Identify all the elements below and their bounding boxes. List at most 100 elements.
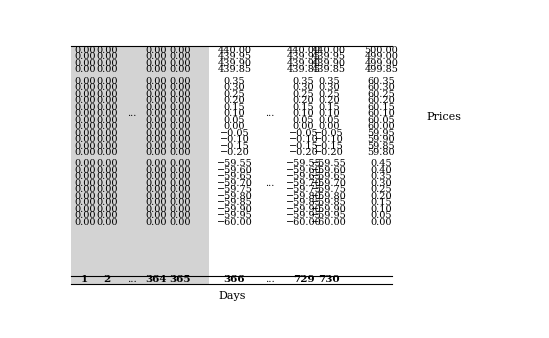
Text: 0.20: 0.20 <box>371 192 392 201</box>
Text: 0.00: 0.00 <box>145 135 166 144</box>
Text: 0.00: 0.00 <box>145 59 166 68</box>
Text: 0.00: 0.00 <box>169 128 191 138</box>
Text: 0.00: 0.00 <box>145 90 166 99</box>
Text: Days: Days <box>219 291 246 301</box>
Text: −59.85: −59.85 <box>311 198 347 207</box>
Text: 0.40: 0.40 <box>371 166 392 175</box>
Text: 0.00: 0.00 <box>145 109 166 118</box>
Text: 0.00: 0.00 <box>74 192 96 201</box>
Text: 0.00: 0.00 <box>169 46 191 55</box>
Text: −59.75: −59.75 <box>217 185 253 194</box>
Text: −59.55: −59.55 <box>217 159 253 168</box>
Text: 0.10: 0.10 <box>224 109 245 118</box>
Text: 0.00: 0.00 <box>74 90 96 99</box>
Text: 439.95: 439.95 <box>312 52 346 61</box>
Text: ...: ... <box>127 275 137 284</box>
Text: 0.00: 0.00 <box>74 116 96 125</box>
Text: 0.00: 0.00 <box>145 52 166 61</box>
Text: 0.00: 0.00 <box>74 59 96 68</box>
Text: 0.00: 0.00 <box>169 90 191 99</box>
Text: 0.00: 0.00 <box>145 185 166 194</box>
Text: 0.00: 0.00 <box>96 166 117 175</box>
Text: 439.85: 439.85 <box>287 65 321 74</box>
Text: 0.00: 0.00 <box>96 109 117 118</box>
Text: 0.15: 0.15 <box>318 102 340 112</box>
Text: 0.00: 0.00 <box>74 76 96 86</box>
Text: ...: ... <box>265 109 274 118</box>
Text: 0.05: 0.05 <box>318 116 340 125</box>
Text: 0.00: 0.00 <box>96 52 117 61</box>
Text: 0.00: 0.00 <box>169 135 191 144</box>
Text: 0.00: 0.00 <box>96 159 117 168</box>
Text: 0.10: 0.10 <box>293 109 314 118</box>
Text: 0.25: 0.25 <box>318 90 340 99</box>
Text: 0.20: 0.20 <box>224 96 245 105</box>
Text: −0.20: −0.20 <box>314 148 344 157</box>
Text: 0.00: 0.00 <box>96 116 117 125</box>
Text: −59.95: −59.95 <box>217 211 253 220</box>
Text: 499.85: 499.85 <box>365 65 398 74</box>
Text: −59.85: −59.85 <box>285 198 321 207</box>
Text: 439.85: 439.85 <box>312 65 346 74</box>
Text: 0.00: 0.00 <box>74 46 96 55</box>
Text: 60.20: 60.20 <box>367 96 395 105</box>
Text: 0.00: 0.00 <box>169 172 191 181</box>
Text: 0.00: 0.00 <box>169 116 191 125</box>
Text: 0.00: 0.00 <box>169 59 191 68</box>
Text: 0.30: 0.30 <box>318 83 340 92</box>
Text: 0.00: 0.00 <box>145 172 166 181</box>
Text: 439.85: 439.85 <box>217 65 251 74</box>
Text: 0.25: 0.25 <box>371 185 392 194</box>
Text: 0.30: 0.30 <box>293 83 314 92</box>
Text: 730: 730 <box>318 275 340 284</box>
Text: 0.00: 0.00 <box>96 102 117 112</box>
Text: 0.00: 0.00 <box>74 128 96 138</box>
Text: −59.55: −59.55 <box>311 159 347 168</box>
Text: 440.00: 440.00 <box>312 46 346 55</box>
Text: 0.00: 0.00 <box>74 218 96 227</box>
Text: −59.60: −59.60 <box>217 166 253 175</box>
Text: 0.00: 0.00 <box>74 198 96 207</box>
Text: 0.00: 0.00 <box>74 159 96 168</box>
Text: 0.00: 0.00 <box>96 148 117 157</box>
Text: 0.15: 0.15 <box>293 102 314 112</box>
Text: 0.25: 0.25 <box>293 90 314 99</box>
Text: 0.10: 0.10 <box>371 205 392 214</box>
Text: 0.00: 0.00 <box>145 159 166 168</box>
Text: 439.90: 439.90 <box>287 59 321 68</box>
Text: 0.35: 0.35 <box>293 76 314 86</box>
Text: 0.00: 0.00 <box>293 122 314 131</box>
Text: 0.00: 0.00 <box>145 76 166 86</box>
Text: 0.00: 0.00 <box>74 102 96 112</box>
Text: 59.95: 59.95 <box>367 128 395 138</box>
Text: −0.20: −0.20 <box>289 148 318 157</box>
Text: −60.00: −60.00 <box>285 218 321 227</box>
Text: −59.90: −59.90 <box>217 205 253 214</box>
Text: −59.65: −59.65 <box>311 172 347 181</box>
Text: 60.25: 60.25 <box>367 90 395 99</box>
Text: 0.00: 0.00 <box>145 218 166 227</box>
Text: −59.60: −59.60 <box>285 166 321 175</box>
Text: 0.00: 0.00 <box>96 172 117 181</box>
Text: 0.00: 0.00 <box>145 65 166 74</box>
Text: 0.00: 0.00 <box>74 166 96 175</box>
Text: 0.00: 0.00 <box>96 205 117 214</box>
Text: 499.90: 499.90 <box>365 59 398 68</box>
Text: 0.00: 0.00 <box>96 135 117 144</box>
Text: −59.70: −59.70 <box>285 179 321 188</box>
Text: 0.00: 0.00 <box>96 59 117 68</box>
Text: 0.00: 0.00 <box>169 109 191 118</box>
Text: 0.00: 0.00 <box>145 128 166 138</box>
Text: 0.00: 0.00 <box>145 46 166 55</box>
Text: 0.00: 0.00 <box>169 185 191 194</box>
Text: 0.00: 0.00 <box>169 198 191 207</box>
Text: 0.00: 0.00 <box>96 128 117 138</box>
Text: −0.20: −0.20 <box>220 148 249 157</box>
Text: −59.90: −59.90 <box>285 205 321 214</box>
Text: 0.00: 0.00 <box>169 76 191 86</box>
Text: −59.65: −59.65 <box>217 172 253 181</box>
Text: 0.00: 0.00 <box>74 135 96 144</box>
Text: 0.00: 0.00 <box>169 83 191 92</box>
Text: 0.00: 0.00 <box>145 116 166 125</box>
Text: −59.55: −59.55 <box>285 159 321 168</box>
